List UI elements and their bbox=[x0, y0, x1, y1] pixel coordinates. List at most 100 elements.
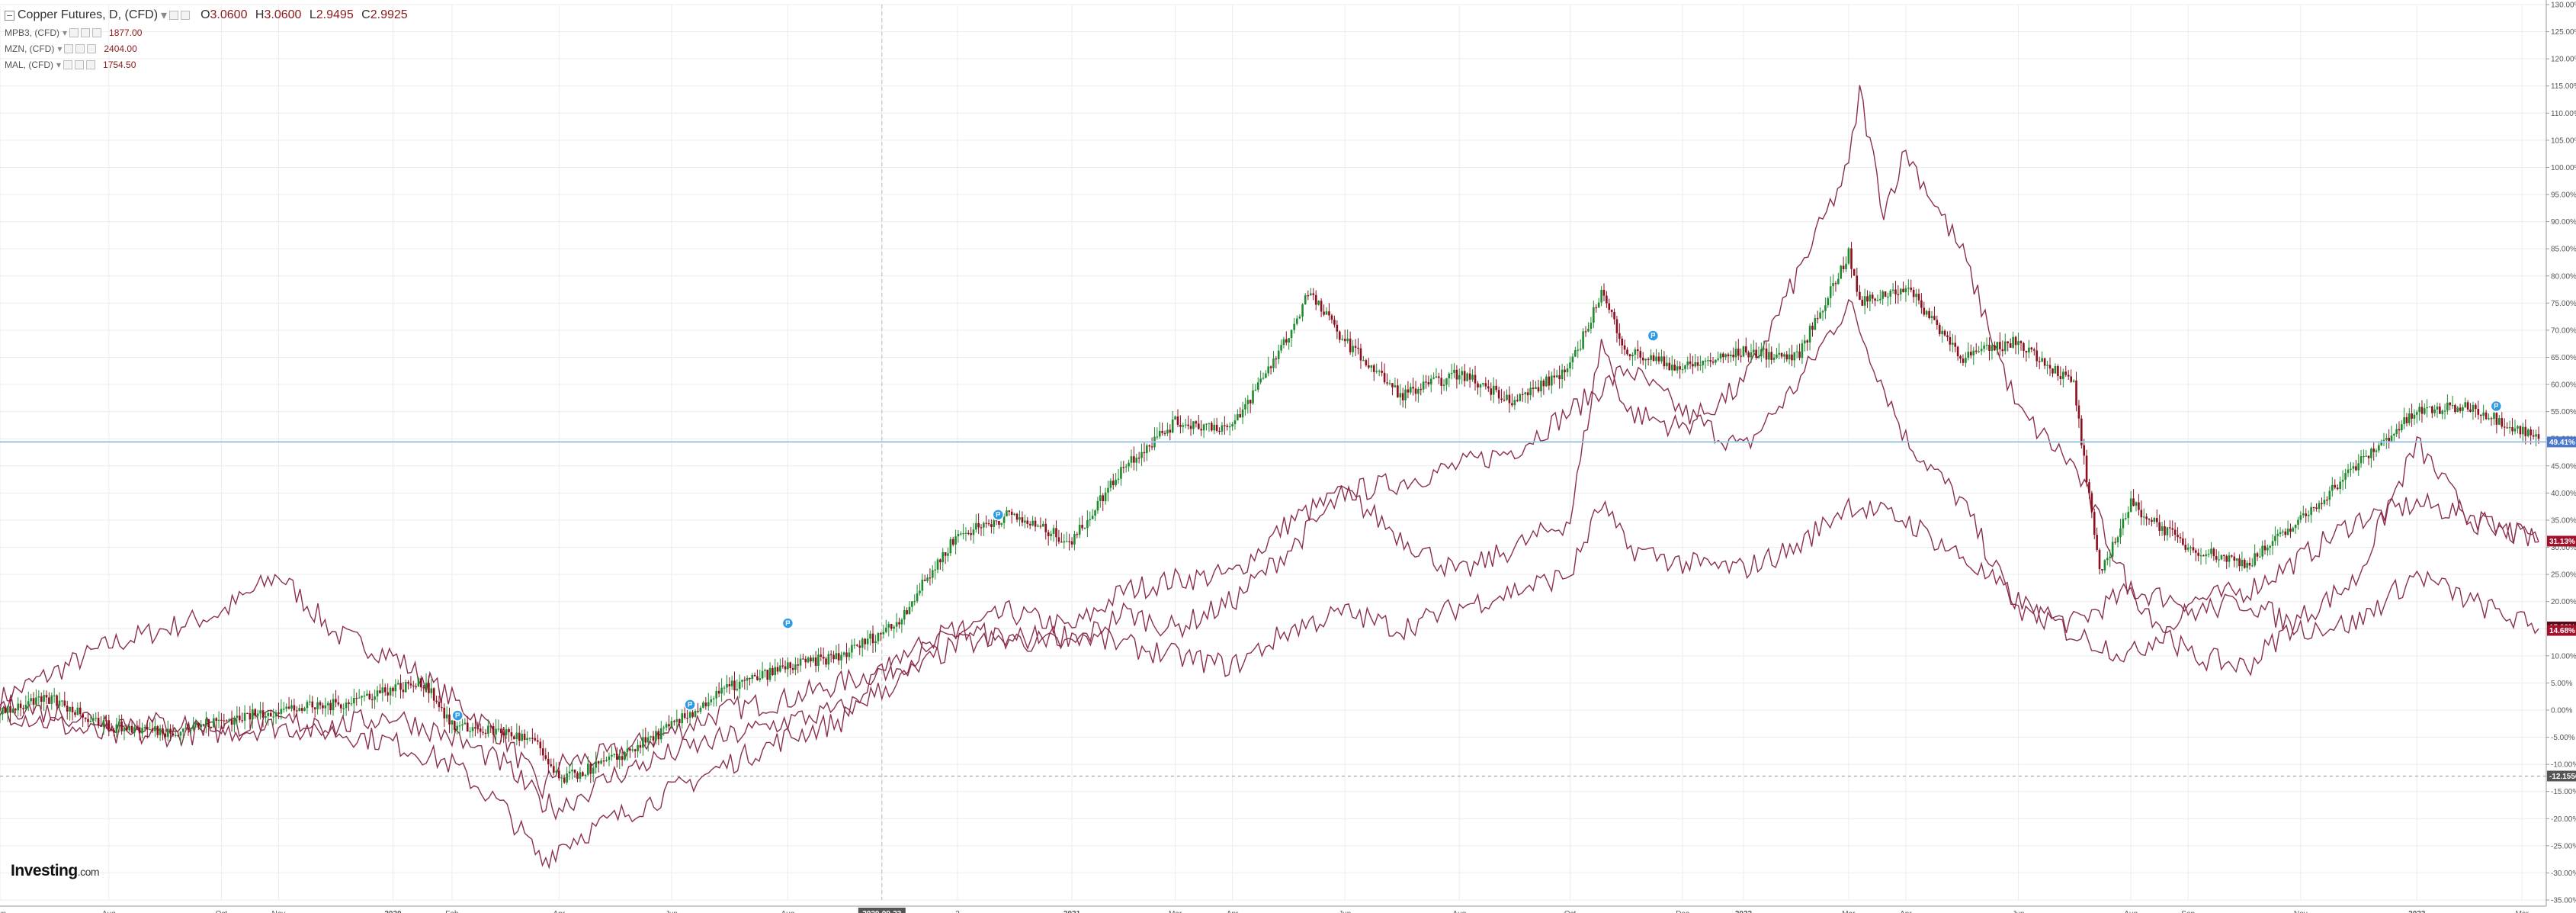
candle-body bbox=[445, 714, 448, 719]
candle-body bbox=[1182, 425, 1185, 427]
candle-body bbox=[100, 725, 102, 727]
candle-body bbox=[820, 654, 823, 657]
y-tick-label: 55.00% bbox=[2551, 408, 2576, 416]
candle-body bbox=[2142, 516, 2145, 518]
candle-body bbox=[942, 552, 945, 563]
eye-icon[interactable] bbox=[75, 43, 85, 53]
eye-icon[interactable] bbox=[181, 11, 191, 20]
collapse-icon[interactable] bbox=[5, 10, 14, 21]
candle-body bbox=[741, 680, 743, 682]
candle-body bbox=[2266, 548, 2269, 551]
eye-icon[interactable] bbox=[81, 27, 91, 37]
candle-body bbox=[1267, 366, 1270, 374]
candle-body bbox=[1008, 510, 1011, 512]
eye-icon[interactable] bbox=[75, 59, 85, 69]
settings-icon[interactable] bbox=[169, 11, 179, 20]
settings-icon[interactable] bbox=[64, 43, 74, 53]
candle-body bbox=[267, 712, 270, 716]
close-icon[interactable] bbox=[86, 59, 96, 69]
candle-body bbox=[1365, 360, 1368, 365]
candle-body bbox=[1323, 311, 1325, 315]
candle-body bbox=[2469, 409, 2472, 412]
candle-body bbox=[4, 708, 7, 713]
candle-body bbox=[531, 738, 534, 739]
candle-body bbox=[913, 601, 916, 603]
candle-body bbox=[0, 714, 2, 715]
candle-body bbox=[1768, 352, 1770, 360]
candle-body bbox=[962, 533, 964, 535]
candle-body bbox=[972, 529, 975, 535]
close-icon[interactable] bbox=[92, 27, 102, 37]
candle-body bbox=[1874, 298, 1876, 301]
candle-body bbox=[738, 681, 741, 690]
candle-body bbox=[2218, 559, 2220, 561]
candle-body bbox=[243, 712, 246, 721]
settings-icon[interactable] bbox=[63, 59, 73, 69]
chevron-down-icon[interactable]: ▾ bbox=[161, 9, 168, 22]
candle-body bbox=[2215, 556, 2218, 560]
candle-body bbox=[1670, 365, 1673, 371]
candle-body bbox=[115, 724, 118, 733]
settings-icon[interactable] bbox=[69, 27, 79, 37]
candle-body bbox=[342, 708, 345, 709]
candle-body bbox=[1450, 372, 1453, 375]
candle-body bbox=[2192, 547, 2195, 551]
candle-body bbox=[2127, 512, 2130, 519]
candle-body bbox=[376, 690, 379, 697]
candle-body bbox=[43, 695, 45, 702]
compare-series-line-1 bbox=[0, 85, 2539, 870]
candle-body bbox=[518, 732, 521, 741]
candle-body bbox=[126, 728, 128, 731]
candle-body bbox=[1902, 288, 1904, 293]
candle-body bbox=[848, 652, 851, 657]
candle-body bbox=[172, 733, 175, 736]
candle-body bbox=[2276, 533, 2279, 536]
candle-body bbox=[921, 579, 924, 591]
candle-body bbox=[22, 708, 24, 709]
x-tick-label: Jun bbox=[1339, 910, 1351, 913]
candle-body bbox=[2312, 506, 2315, 509]
candle-body bbox=[1853, 268, 1856, 276]
candle-body bbox=[1381, 371, 1383, 373]
candle-body bbox=[1776, 354, 1778, 358]
candle-body bbox=[600, 760, 602, 764]
candle-body bbox=[2405, 417, 2408, 423]
candle-body bbox=[1991, 345, 1994, 351]
candle-body bbox=[866, 638, 869, 645]
chevron-down-icon[interactable]: ▾ bbox=[63, 27, 68, 38]
candle-body bbox=[768, 667, 772, 680]
candle-body bbox=[1135, 457, 1138, 463]
candle-body bbox=[2223, 555, 2225, 556]
candle-body bbox=[194, 722, 197, 725]
candle-body bbox=[1606, 295, 1608, 304]
candle-body bbox=[2212, 548, 2215, 557]
candle-body bbox=[947, 553, 949, 556]
y-tick-label: 95.00% bbox=[2551, 191, 2576, 200]
candle-body bbox=[353, 697, 355, 704]
candle-body bbox=[1133, 456, 1135, 463]
candle-body bbox=[366, 693, 368, 696]
candle-body bbox=[120, 721, 123, 731]
candle-body bbox=[621, 756, 624, 760]
candle-body bbox=[1166, 429, 1169, 434]
chevron-down-icon[interactable]: ▾ bbox=[56, 59, 62, 70]
candle-body bbox=[213, 718, 215, 728]
candle-body bbox=[322, 705, 324, 709]
candle-body bbox=[420, 678, 422, 688]
candle-body bbox=[560, 777, 563, 779]
candle-body bbox=[2075, 380, 2077, 406]
candle-body bbox=[1034, 520, 1037, 527]
candle-body bbox=[355, 697, 358, 699]
candle-body bbox=[2411, 413, 2413, 419]
close-icon[interactable] bbox=[87, 43, 97, 53]
candle-body bbox=[484, 732, 487, 735]
candle-body bbox=[17, 703, 20, 711]
chevron-down-icon[interactable]: ▾ bbox=[57, 43, 63, 54]
candle-body bbox=[1928, 310, 1930, 319]
candle-body bbox=[2207, 554, 2210, 555]
candle-body bbox=[2145, 516, 2148, 519]
candle-body bbox=[2003, 341, 2007, 352]
candle-body bbox=[438, 702, 441, 708]
candle-body bbox=[2289, 529, 2292, 532]
